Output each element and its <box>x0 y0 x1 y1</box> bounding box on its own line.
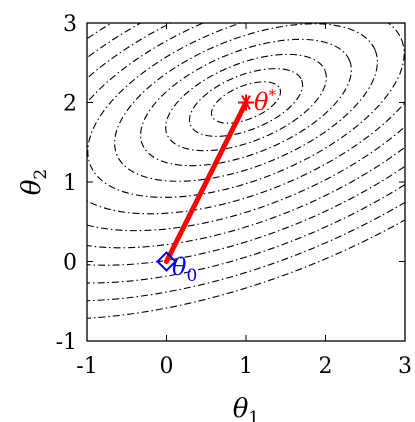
x-axis-label: θ1 <box>233 394 259 422</box>
start-label-main: θ <box>172 253 187 281</box>
x-axis-label-main: θ <box>233 394 249 422</box>
y-tick-label: -1 <box>56 330 77 355</box>
start-label: θ0 <box>172 253 197 286</box>
start-marker <box>156 251 177 272</box>
x-ticks: -1 0 1 2 3 <box>76 23 412 379</box>
contour-line <box>165 53 327 152</box>
contour-line <box>210 81 282 124</box>
plot-frame <box>86 22 406 342</box>
contour-line <box>87 23 405 320</box>
x-tick-label: -1 <box>76 354 97 379</box>
y-tick-label: 0 <box>63 251 77 276</box>
optimum-label: θ* <box>254 86 276 116</box>
contour-lines <box>87 23 405 320</box>
contour-line <box>140 38 352 167</box>
x-tick-label: 3 <box>398 354 412 379</box>
y-tick-label: 1 <box>63 171 77 196</box>
y-ticks: -1 0 1 2 3 <box>56 12 405 355</box>
contour-line <box>87 23 405 232</box>
contour-line <box>87 23 405 198</box>
optimization-path <box>164 100 249 264</box>
contour-line <box>87 23 405 284</box>
y-axis-label-sub: 2 <box>31 169 51 180</box>
y-axis-label: θ2 <box>17 169 51 195</box>
start-diamond <box>156 251 177 272</box>
x-axis-label-sub: 1 <box>248 408 259 422</box>
start-label-sub: 0 <box>186 266 197 286</box>
x-tick-label: 1 <box>239 354 253 379</box>
contour-line <box>114 23 378 182</box>
x-tick-label: 2 <box>319 354 333 379</box>
y-tick-label: 3 <box>63 12 77 37</box>
optimum-marker <box>238 94 254 111</box>
y-axis-label-main: θ <box>17 179 47 195</box>
optimum-label-sup: * <box>268 86 276 104</box>
contour-line <box>188 68 304 137</box>
contour-line <box>87 23 405 215</box>
optimum-label-main: θ <box>254 88 269 116</box>
x-tick-label: 0 <box>160 354 174 379</box>
y-tick-label: 2 <box>63 92 77 117</box>
